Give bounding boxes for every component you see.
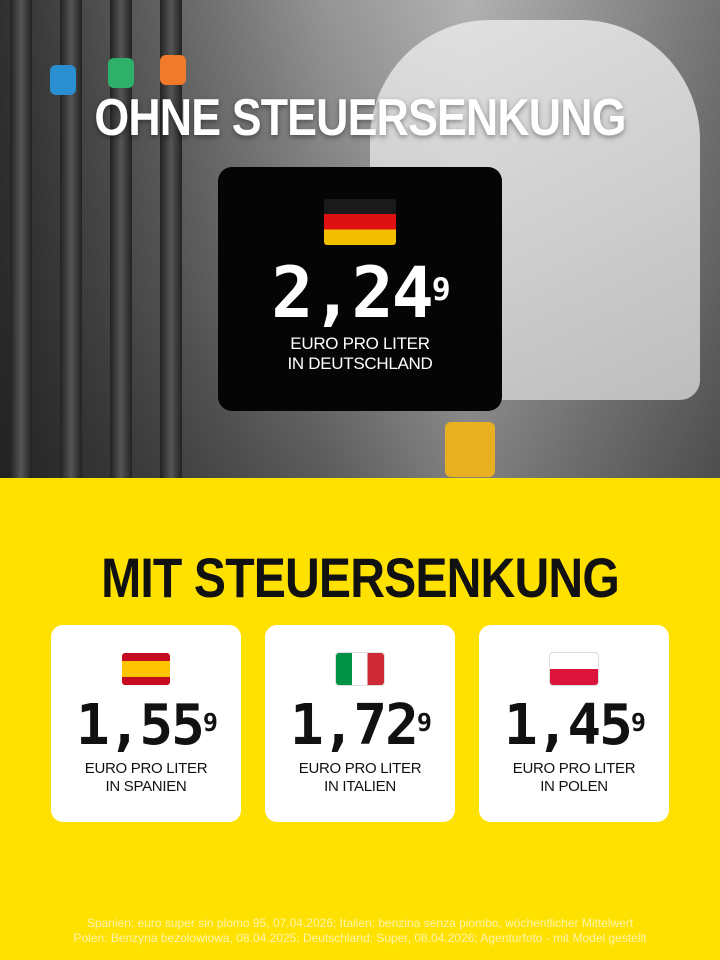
orange-nozzle bbox=[160, 55, 186, 85]
footnote-line2: Polen: Benzyna bezolowiowa, 08.04.2025; … bbox=[73, 931, 647, 945]
spain-price: 1,559 bbox=[51, 698, 241, 754]
fuel-hose bbox=[10, 0, 32, 478]
italy-price: 1,729 bbox=[265, 698, 455, 754]
price-main: 2,24 bbox=[271, 252, 434, 334]
price-main: 1,55 bbox=[75, 693, 205, 758]
label-line2: IN SPANIEN bbox=[105, 778, 187, 795]
price-main: 1,72 bbox=[289, 693, 419, 758]
label-line2: IN POLEN bbox=[540, 778, 608, 795]
poland-price-card: 1,459 EURO PRO LITER IN POLEN bbox=[479, 625, 669, 822]
label-line2: IN DEUTSCHLAND bbox=[287, 354, 433, 373]
flag-spain-icon bbox=[122, 653, 170, 685]
label-line1: EURO PRO LITER bbox=[512, 760, 636, 777]
label-line1: EURO PRO LITER bbox=[290, 334, 430, 353]
poland-label: EURO PRO LITER IN POLEN bbox=[479, 760, 669, 796]
germany-price: 2,249 bbox=[218, 258, 502, 328]
germany-label: EURO PRO LITER IN DEUTSCHLAND bbox=[218, 334, 502, 374]
price-sup: 9 bbox=[202, 708, 218, 738]
label-line1: EURO PRO LITER bbox=[84, 760, 208, 777]
price-sup: 9 bbox=[630, 708, 646, 738]
spain-price-card: 1,559 EURO PRO LITER IN SPANIEN bbox=[51, 625, 241, 822]
poland-price: 1,459 bbox=[479, 698, 669, 754]
yellow-nozzle bbox=[445, 422, 495, 477]
source-footnote: Spanien: euro super sin plomo 95, 07.04.… bbox=[0, 916, 720, 946]
price-sup: 9 bbox=[416, 708, 432, 738]
germany-price-card: 2,249 EURO PRO LITER IN DEUTSCHLAND bbox=[218, 167, 502, 411]
label-line2: IN ITALIEN bbox=[324, 778, 396, 795]
fuel-hose bbox=[160, 0, 182, 478]
label-line1: EURO PRO LITER bbox=[298, 760, 422, 777]
title-with-tax-cut: MIT STEUERSENKUNG bbox=[101, 546, 620, 609]
fuel-hose bbox=[60, 0, 82, 478]
italy-price-card: 1,729 EURO PRO LITER IN ITALIEN bbox=[265, 625, 455, 822]
green-nozzle bbox=[108, 58, 134, 88]
spain-label: EURO PRO LITER IN SPANIEN bbox=[51, 760, 241, 796]
blue-nozzle bbox=[50, 65, 76, 95]
price-main: 1,45 bbox=[503, 693, 633, 758]
flag-poland-icon bbox=[550, 653, 598, 685]
price-sup: 9 bbox=[431, 271, 451, 308]
flag-germany-icon bbox=[324, 199, 396, 245]
fuel-hose bbox=[110, 0, 132, 478]
italy-label: EURO PRO LITER IN ITALIEN bbox=[265, 760, 455, 796]
title-without-tax-cut: OHNE STEUERSENKUNG bbox=[94, 89, 626, 147]
flag-italy-icon bbox=[336, 653, 384, 685]
footnote-line1: Spanien: euro super sin plomo 95, 07.04.… bbox=[86, 916, 634, 930]
